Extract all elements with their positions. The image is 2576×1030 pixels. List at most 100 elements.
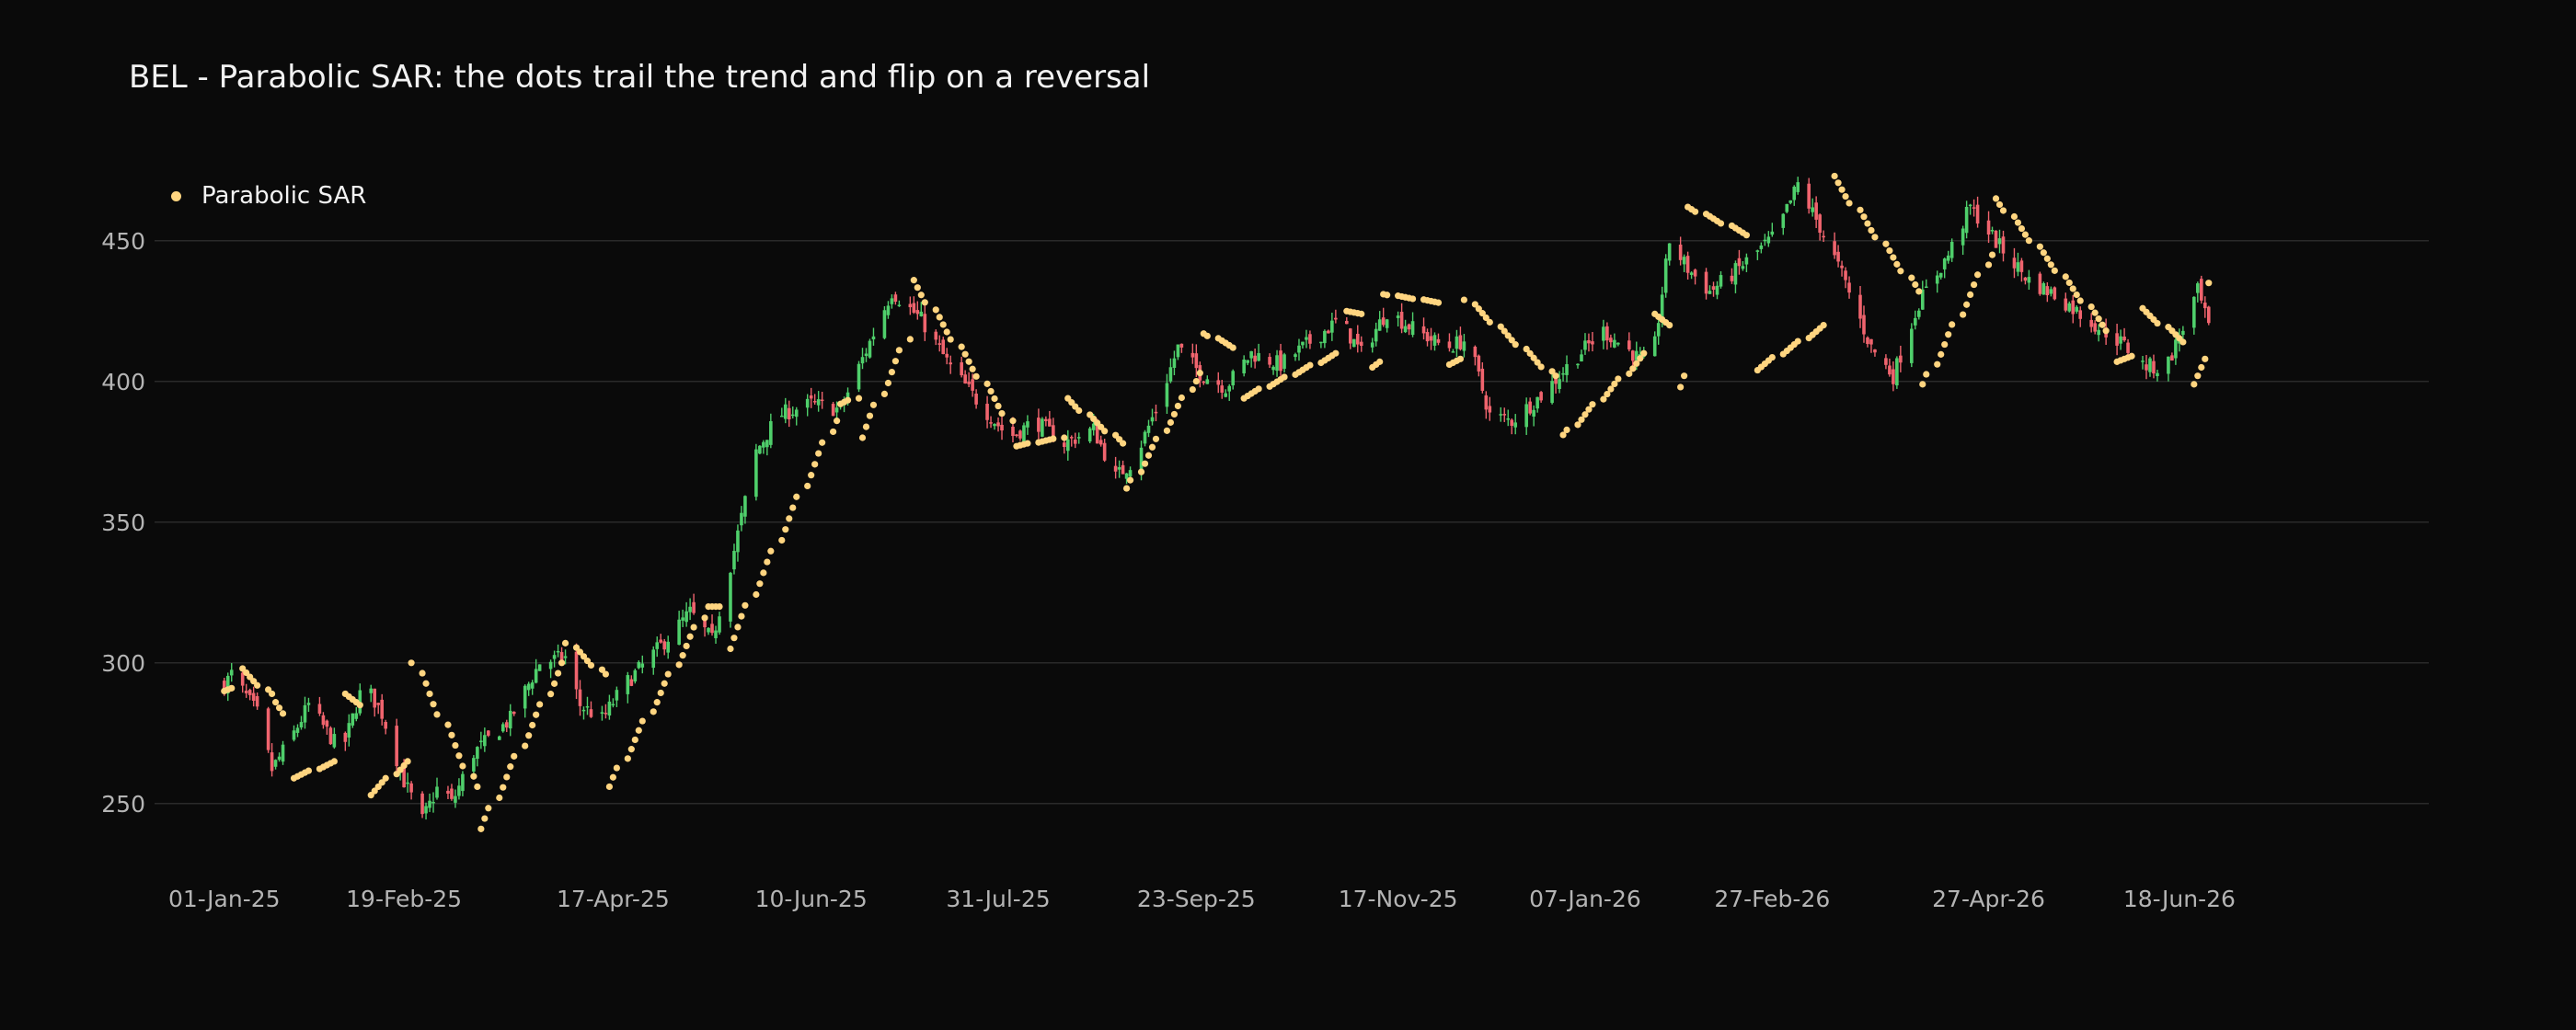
sar-dot xyxy=(1882,240,1890,247)
candle xyxy=(1733,260,1738,293)
candle xyxy=(600,705,604,721)
candle xyxy=(1781,212,1786,235)
candle xyxy=(794,406,799,426)
candle xyxy=(637,660,641,670)
candle xyxy=(949,355,952,374)
candle xyxy=(655,636,660,658)
sar-dot xyxy=(1681,372,1688,380)
candle xyxy=(1785,203,1789,213)
sar-dot xyxy=(1838,186,1846,193)
candle xyxy=(971,373,974,397)
sar-dot xyxy=(1640,349,1648,357)
sar-dot xyxy=(1626,370,1633,377)
candle xyxy=(1484,391,1489,419)
candle xyxy=(1048,410,1052,427)
sar-dot xyxy=(627,746,635,753)
candle xyxy=(2053,286,2057,301)
candle xyxy=(923,305,927,341)
candle xyxy=(1355,325,1360,353)
candle xyxy=(831,401,835,417)
sar-dot xyxy=(2091,309,2099,316)
candle xyxy=(1766,231,1771,247)
sar-dot xyxy=(2073,291,2080,299)
candle xyxy=(1535,396,1539,413)
candle xyxy=(1678,236,1683,266)
sar-dot xyxy=(448,731,455,738)
candle xyxy=(662,638,667,656)
sar-dot xyxy=(1196,370,1203,377)
candle xyxy=(1308,330,1312,349)
sar-dot xyxy=(1857,206,1864,213)
sar-dot xyxy=(961,350,969,358)
candle xyxy=(476,746,479,767)
sar-dot xyxy=(727,645,734,653)
candle xyxy=(1348,327,1352,349)
sar-dot xyxy=(459,762,466,770)
candle xyxy=(1744,253,1749,272)
sar-dot xyxy=(1126,476,1134,484)
candle xyxy=(989,416,993,429)
candle xyxy=(1873,349,1877,357)
sar-dot xyxy=(1949,321,1956,328)
sar-dot xyxy=(279,710,287,717)
x-tick-label: 07-Jan-26 xyxy=(1529,886,1641,912)
candle xyxy=(2093,320,2097,335)
candle xyxy=(1807,177,1811,214)
sar-dot xyxy=(1934,360,1941,368)
sar-dot xyxy=(1611,380,1618,388)
candle xyxy=(651,646,656,675)
candle xyxy=(677,611,681,646)
candle xyxy=(2041,281,2046,295)
sar-dot xyxy=(2043,255,2051,262)
candle xyxy=(790,406,795,419)
candle xyxy=(1994,230,1998,248)
sar-dot xyxy=(1376,358,1384,365)
sar-dot xyxy=(936,314,943,321)
sar-dot xyxy=(1938,350,1945,358)
candle xyxy=(581,706,586,720)
candle xyxy=(2200,275,2203,304)
sar-dot xyxy=(866,412,874,419)
candle xyxy=(2075,304,2079,315)
sar-dot xyxy=(808,472,815,479)
sar-dot xyxy=(1170,410,1179,418)
candle xyxy=(732,544,736,575)
candle xyxy=(1279,343,1282,379)
sar-dot xyxy=(1574,421,1581,429)
candle xyxy=(890,294,894,309)
candle xyxy=(2148,356,2152,377)
sar-dot xyxy=(2099,321,2106,328)
candle xyxy=(1455,329,1459,358)
candle xyxy=(1935,270,1939,293)
x-tick-label: 27-Apr-26 xyxy=(1932,886,2045,912)
candle xyxy=(692,593,696,615)
sar-dot xyxy=(2014,219,2022,226)
candle xyxy=(1763,234,1767,246)
candle xyxy=(428,793,431,813)
candle xyxy=(2181,326,2185,340)
candle xyxy=(754,443,758,501)
sar-dot xyxy=(1578,416,1585,423)
candle xyxy=(2023,277,2028,285)
sar-dot xyxy=(1846,200,1853,207)
x-tick-label: 18-Jun-26 xyxy=(2123,886,2236,912)
candle xyxy=(1044,416,1048,427)
candle xyxy=(740,506,743,532)
sar-dot xyxy=(1999,207,2007,214)
sar-dot xyxy=(1061,434,1068,441)
sar-dot xyxy=(1890,254,1897,261)
sar-dot xyxy=(690,624,697,631)
y-tick-label: 300 xyxy=(101,650,145,677)
sar-dot xyxy=(1137,468,1145,475)
candle xyxy=(585,696,590,715)
candle xyxy=(604,704,608,719)
sar-dot xyxy=(888,369,896,376)
candle xyxy=(1143,429,1147,447)
legend[interactable]: Parabolic SAR xyxy=(171,182,366,210)
candle xyxy=(1227,383,1232,401)
candle xyxy=(2019,258,2024,282)
candle xyxy=(384,719,387,735)
x-axis: 01-Jan-25 19-Feb-25 17-Apr-25 10-Jun-25 31-J… xyxy=(168,886,2236,912)
candle xyxy=(934,329,938,346)
